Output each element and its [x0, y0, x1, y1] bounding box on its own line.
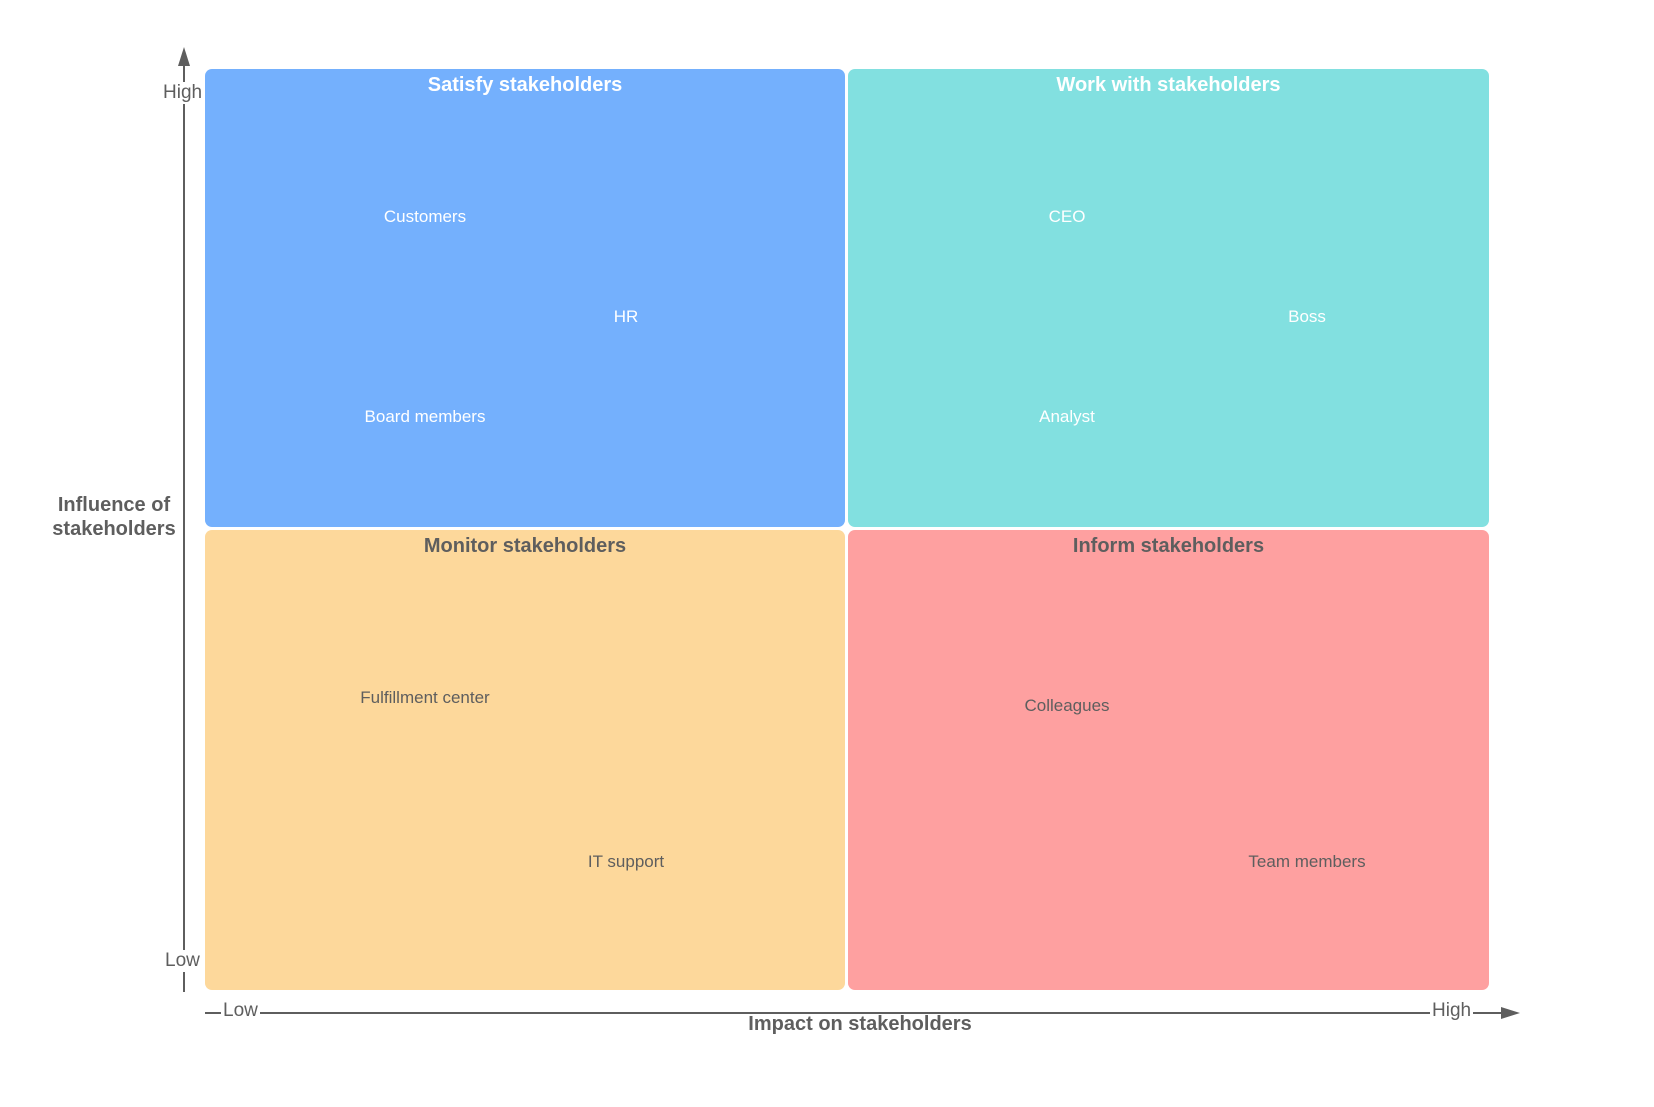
quadrant-title-work-with: Work with stakeholders	[1056, 74, 1281, 96]
stakeholder-team-members: Team members	[1248, 852, 1366, 871]
stakeholder-fulfillment-center: Fulfillment center	[360, 688, 490, 707]
stakeholder-analyst: Analyst	[1039, 407, 1095, 426]
x-axis-high-label: High	[1430, 1000, 1474, 1022]
quadrant-inform: Inform stakeholders Colleagues Team memb…	[848, 530, 1489, 990]
x-axis-arrow	[1501, 1007, 1520, 1019]
y-axis-arrow	[178, 47, 190, 66]
quadrant-title-satisfy: Satisfy stakeholders	[427, 74, 623, 96]
stakeholder-customers: Customers	[383, 207, 467, 226]
quadrant-satisfy: Satisfy stakeholders Customers HR Board …	[205, 69, 845, 527]
stakeholder-boss: Boss	[1288, 307, 1326, 326]
quadrant-work-with: Work with stakeholders CEO Boss Analyst	[848, 69, 1489, 527]
quadrant-title-monitor: Monitor stakeholders	[423, 535, 627, 557]
stakeholder-ceo: CEO	[1048, 207, 1086, 226]
x-axis-title: Impact on stakeholders	[748, 1013, 972, 1035]
quadrant-monitor: Monitor stakeholders Fulfillment center …	[205, 530, 845, 990]
stakeholder-colleagues: Colleagues	[1024, 696, 1110, 715]
y-axis-high-label: High	[163, 82, 203, 104]
y-axis-low-label: Low	[165, 950, 200, 972]
y-axis-title: Influence of stakeholders	[52, 494, 176, 540]
stakeholder-hr: HR	[613, 307, 639, 326]
stakeholder-it-support: IT support	[587, 852, 665, 871]
stakeholder-board-members: Board members	[364, 407, 486, 426]
x-axis-low-label: Low	[221, 1000, 260, 1022]
quadrant-title-inform: Inform stakeholders	[1072, 535, 1265, 557]
